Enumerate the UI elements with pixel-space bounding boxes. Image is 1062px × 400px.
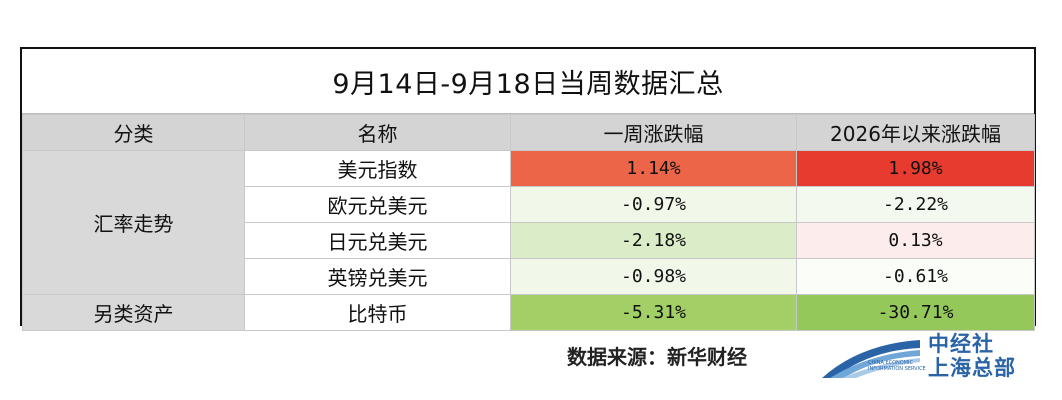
logo-small-text: CHINA ECONOMIC INFORMATION SERVICE <box>868 360 926 372</box>
weekly-change-cell: -0.98% <box>510 258 797 295</box>
data-source: 数据来源：新华财经 <box>567 345 747 369</box>
cei-logo: CHINA ECONOMIC INFORMATION SERVICE 中经社 上… <box>820 332 1040 384</box>
ytd-change-cell: 1.98% <box>796 150 1035 187</box>
summary-table-frame: 9月14日-9月18日当周数据汇总 分类 名称 一周涨跌幅 2026年以来涨跌幅… <box>20 47 1036 331</box>
table-row: 日元兑美元 -2.18% 0.13% <box>23 222 1035 259</box>
logo-line1: 中经社 <box>928 332 994 356</box>
row-name: 欧元兑美元 <box>244 186 511 223</box>
table-row: 英镑兑美元 -0.98% -0.61% <box>23 258 1035 295</box>
table-row: 汇率走势 美元指数 1.14% 1.98% <box>22 150 1035 295</box>
ytd-change-cell: -2.22% <box>796 186 1035 223</box>
weekly-change-cell: -5.31% <box>510 294 797 331</box>
category-alt: 另类资产 <box>22 294 245 331</box>
row-name: 比特币 <box>244 294 511 331</box>
weekly-change-cell: -2.18% <box>510 222 797 259</box>
ytd-change-cell: 0.13% <box>796 222 1035 259</box>
logo-line2: 上海总部 <box>928 356 1016 380</box>
wave-logo-icon <box>822 340 920 378</box>
weekly-change-cell: -0.97% <box>510 186 797 223</box>
table-title: 9月14日-9月18日当周数据汇总 <box>22 49 1034 114</box>
summary-table: 分类 名称 一周涨跌幅 2026年以来涨跌幅 汇率走势 美元指数 1.14% 1… <box>22 114 1035 331</box>
header-ytd-change: 2026年以来涨跌幅 <box>796 114 1035 151</box>
table-row: 欧元兑美元 -0.97% -2.22% <box>23 186 1035 223</box>
ytd-change-cell: -0.61% <box>796 258 1035 295</box>
table-row: 另类资产 比特币 -5.31% -30.71% <box>22 294 1035 331</box>
header-row: 分类 名称 一周涨跌幅 2026年以来涨跌幅 <box>22 114 1035 151</box>
header-category: 分类 <box>22 114 245 151</box>
row-name: 英镑兑美元 <box>244 258 511 295</box>
ytd-change-cell: -30.71% <box>796 294 1035 331</box>
header-name: 名称 <box>244 114 511 151</box>
category-fx: 汇率走势 <box>22 150 245 295</box>
weekly-change-cell: 1.14% <box>510 150 797 187</box>
row-name: 美元指数 <box>244 150 511 187</box>
row-name: 日元兑美元 <box>244 222 511 259</box>
logo-text: 中经社 上海总部 <box>928 332 1016 380</box>
header-weekly-change: 一周涨跌幅 <box>510 114 797 151</box>
